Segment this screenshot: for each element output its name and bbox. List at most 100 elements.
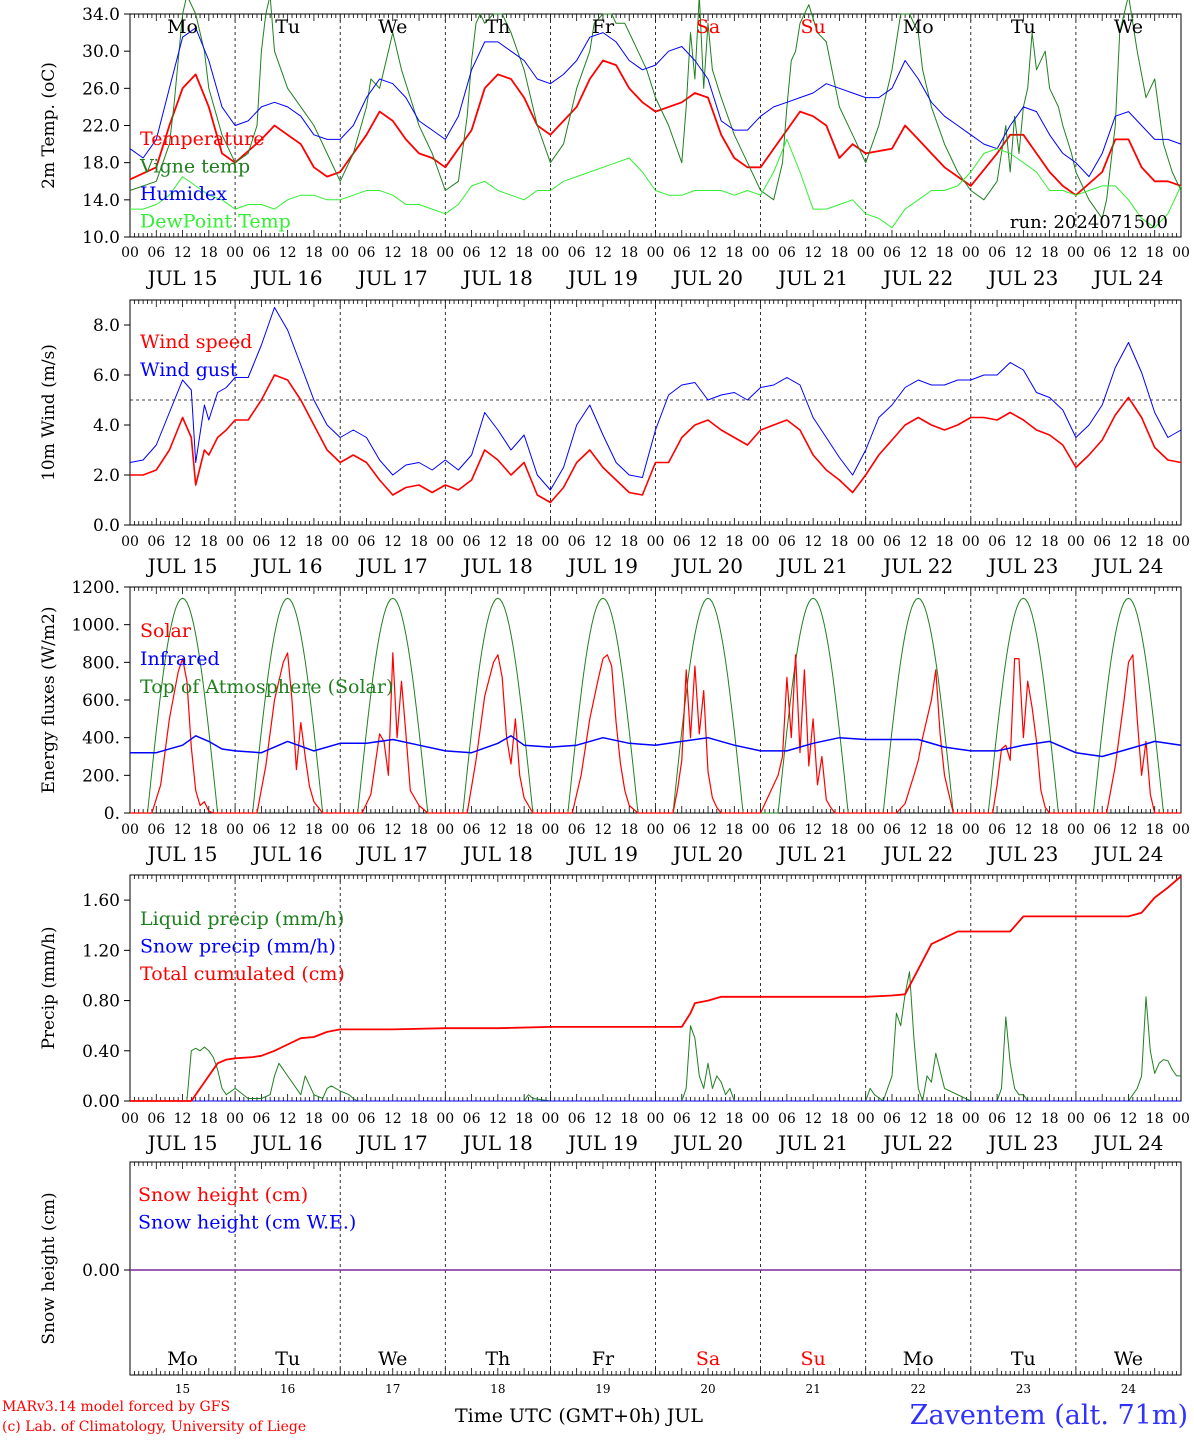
day-number: 21 <box>806 1382 821 1395</box>
legend-entry: DewPoint Temp <box>140 211 291 233</box>
date-label: JUL 15 <box>146 1131 218 1155</box>
day-number: 16 <box>280 1382 295 1395</box>
hour-tick-label: 12 <box>1014 245 1032 261</box>
day-name: Tu <box>275 1348 300 1370</box>
hour-tick-label: 00 <box>1172 245 1190 261</box>
hour-tick-label: 00 <box>647 534 665 550</box>
hour-tick-label: 06 <box>883 534 901 550</box>
day-name: We <box>378 1348 407 1370</box>
y-tick-label: 14.0 <box>82 191 120 211</box>
hour-tick-label: 00 <box>1067 245 1085 261</box>
legend-entry: Top of Atmosphere (Solar) <box>140 676 393 698</box>
y-tick-label: 1200. <box>71 578 120 598</box>
hour-tick-label: 12 <box>909 1111 927 1127</box>
y-tick-label: 26.0 <box>82 79 120 99</box>
y-tick-label: 1.60 <box>82 891 120 911</box>
hour-tick-label: 18 <box>410 534 428 550</box>
hour-tick-label: 12 <box>804 245 822 261</box>
day-name: Sa <box>696 16 720 38</box>
series-line-vigne-temp <box>129 0 1182 219</box>
hour-tick-label: 12 <box>384 534 402 550</box>
plot-frame <box>129 299 1182 526</box>
hour-tick-label: 00 <box>436 534 454 550</box>
hour-tick-label: 18 <box>200 534 218 550</box>
day-name: Mo <box>903 16 934 38</box>
hour-tick-label: 12 <box>279 822 297 838</box>
hour-tick-label: 18 <box>1041 245 1059 261</box>
series-line-dewpoint-temp <box>130 138 1182 229</box>
hour-tick-label: 12 <box>699 822 717 838</box>
hour-tick-label: 00 <box>857 822 875 838</box>
y-tick-label: 0. <box>104 804 120 824</box>
y-tick-label: 200. <box>82 766 120 786</box>
day-name: Tu <box>1011 16 1036 38</box>
date-label: JUL 16 <box>251 1131 323 1155</box>
date-label: JUL 24 <box>1091 842 1163 866</box>
day-name: We <box>378 16 407 38</box>
date-label: JUL 15 <box>146 842 218 866</box>
hour-tick-label: 12 <box>174 245 192 261</box>
day-name: Th <box>485 16 510 38</box>
hour-tick-label: 12 <box>1014 822 1032 838</box>
hour-tick-label: 00 <box>436 822 454 838</box>
hour-tick-label: 00 <box>962 245 980 261</box>
hour-tick-label: 12 <box>1014 534 1032 550</box>
legend-entry: Wind gust <box>140 359 238 381</box>
day-number: 15 <box>175 1382 190 1395</box>
hour-tick-label: 00 <box>647 1111 665 1127</box>
day-name: Mo <box>167 16 198 38</box>
hour-tick-label: 18 <box>305 1111 323 1127</box>
y-tick-label: 6.0 <box>93 366 120 386</box>
day-number: 24 <box>1121 1382 1137 1395</box>
hour-tick-label: 18 <box>831 534 849 550</box>
hour-tick-label: 18 <box>725 534 743 550</box>
hour-tick-label: 12 <box>594 822 612 838</box>
hour-tick-label: 00 <box>121 1111 139 1127</box>
date-label: JUL 22 <box>881 266 953 290</box>
y-tick-label: 1000. <box>71 616 120 636</box>
legend-entry: Snow precip (mm/h) <box>140 936 336 958</box>
station-label: Zaventem (alt. 71m) <box>909 1400 1188 1431</box>
hour-tick-label: 06 <box>568 1111 586 1127</box>
hour-tick-label: 00 <box>962 822 980 838</box>
hour-tick-label: 06 <box>358 1111 376 1127</box>
hour-tick-label: 18 <box>515 245 533 261</box>
hour-tick-label: 06 <box>358 245 376 261</box>
hour-tick-label: 12 <box>909 822 927 838</box>
hour-tick-label: 00 <box>121 245 139 261</box>
hour-tick-label: 00 <box>436 245 454 261</box>
date-label: JUL 24 <box>1091 1131 1163 1155</box>
date-label: JUL 24 <box>1091 266 1163 290</box>
hour-tick-label: 18 <box>620 245 638 261</box>
hour-tick-label: 06 <box>1093 534 1111 550</box>
day-name: Fr <box>592 16 615 38</box>
hour-tick-label: 00 <box>857 534 875 550</box>
hour-tick-label: 00 <box>541 534 559 550</box>
hour-tick-label: 12 <box>174 534 192 550</box>
hour-tick-label: 00 <box>752 245 770 261</box>
date-label: JUL 18 <box>461 266 533 290</box>
date-label: JUL 15 <box>146 266 218 290</box>
hour-tick-label: 18 <box>936 1111 954 1127</box>
date-label: JUL 19 <box>566 554 638 578</box>
legend-entry: Infrared <box>140 648 220 670</box>
y-tick-label: 400. <box>82 729 120 749</box>
hour-tick-label: 00 <box>226 1111 244 1127</box>
temperature-panel: 10.0 14.0 18.0 22.0 26.0 30.0 34.0 2m Temp. (oC… <box>39 0 1190 290</box>
hour-tick-label: 12 <box>489 245 507 261</box>
date-label: JUL 22 <box>881 1131 953 1155</box>
hour-tick-label: 18 <box>1041 822 1059 838</box>
y-tick-label: 0.40 <box>82 1042 120 1062</box>
hour-tick-label: 12 <box>489 534 507 550</box>
hour-tick-label: 12 <box>174 1111 192 1127</box>
legend-entry: Total cumulated (cm) <box>140 963 345 985</box>
precip-panel: 0.00 0.40 0.80 1.20 1.60 Precip (mm/h) Liquid … <box>39 874 1190 1155</box>
hour-tick-label: 18 <box>620 534 638 550</box>
hour-tick-label: 18 <box>515 534 533 550</box>
hour-tick-label: 00 <box>752 534 770 550</box>
date-label: JUL 17 <box>356 554 428 578</box>
date-label: JUL 16 <box>251 266 323 290</box>
hour-tick-label: 06 <box>673 822 691 838</box>
hour-tick-label: 06 <box>988 534 1006 550</box>
hour-tick-label: 00 <box>121 822 139 838</box>
